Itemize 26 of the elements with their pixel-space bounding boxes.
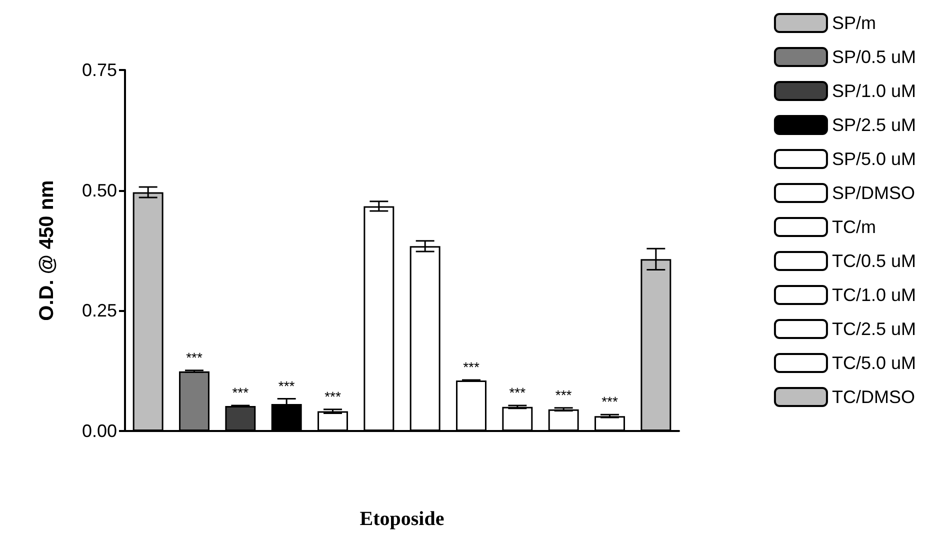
data-label: ***	[509, 384, 526, 400]
legend-label: TC/0.5 uM	[832, 251, 916, 271]
legend-label: TC/2.5 uM	[832, 319, 916, 339]
data-label: ***	[232, 384, 250, 400]
y-tick-label: 0.25	[82, 300, 117, 321]
legend-label: TC/DMSO	[832, 387, 915, 407]
data-label: ***	[278, 378, 296, 394]
y-axis-title: O.D. @ 450 nm	[36, 180, 58, 321]
data-label: ***	[463, 358, 480, 375]
legend-label: SP/5.0 uM	[832, 149, 916, 169]
y-tick-label: 0.75	[82, 60, 117, 80]
legend-label: TC/5.0 uM	[832, 353, 916, 373]
y-tick-label: 0.50	[82, 180, 117, 200]
data-label: ***	[555, 386, 572, 403]
data-label: ***	[186, 349, 203, 366]
y-tick-label: 0.00	[82, 421, 117, 441]
legend-label: SP/2.5 uM	[832, 115, 916, 135]
legend-label: TC/1.0 uM	[832, 285, 916, 305]
legend-label: SP/DMSO	[832, 183, 915, 203]
legend-label: SP/0.5 uM	[832, 47, 916, 67]
legend-label: SP/1.0 uM	[832, 81, 916, 101]
legend-label: SP/m	[832, 13, 876, 33]
x-axis-title: Etoposide	[360, 508, 444, 530]
data-label: ***	[602, 394, 618, 410]
legend-label: TC/m	[832, 217, 876, 237]
data-label: ***	[324, 388, 342, 404]
